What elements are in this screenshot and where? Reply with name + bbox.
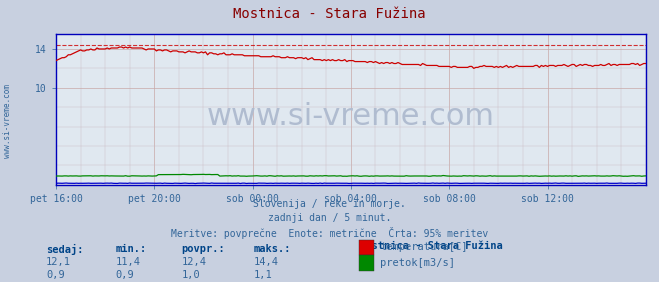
Text: www.si-vreme.com: www.si-vreme.com xyxy=(3,84,13,158)
Text: 1,1: 1,1 xyxy=(254,270,272,280)
Text: sedaj:: sedaj: xyxy=(46,244,84,255)
Text: Mostnica - Stara Fužina: Mostnica - Stara Fužina xyxy=(233,7,426,21)
Text: temperatura[C]: temperatura[C] xyxy=(380,243,468,252)
Text: Slovenija / reke in morje.: Slovenija / reke in morje. xyxy=(253,199,406,209)
Text: 1,0: 1,0 xyxy=(181,270,200,280)
Text: Mostnica - Stara Fužina: Mostnica - Stara Fužina xyxy=(359,241,503,251)
Text: povpr.:: povpr.: xyxy=(181,244,225,254)
Text: min.:: min.: xyxy=(115,244,146,254)
Text: 11,4: 11,4 xyxy=(115,257,140,267)
Text: 14,4: 14,4 xyxy=(254,257,279,267)
Text: www.si-vreme.com: www.si-vreme.com xyxy=(207,102,495,131)
Text: 0,9: 0,9 xyxy=(115,270,134,280)
Text: maks.:: maks.: xyxy=(254,244,291,254)
Text: 12,1: 12,1 xyxy=(46,257,71,267)
Text: Meritve: povprečne  Enote: metrične  Črta: 95% meritev: Meritve: povprečne Enote: metrične Črta:… xyxy=(171,227,488,239)
Text: 0,9: 0,9 xyxy=(46,270,65,280)
Text: zadnji dan / 5 minut.: zadnji dan / 5 minut. xyxy=(268,213,391,223)
Text: pretok[m3/s]: pretok[m3/s] xyxy=(380,258,455,268)
Text: 12,4: 12,4 xyxy=(181,257,206,267)
